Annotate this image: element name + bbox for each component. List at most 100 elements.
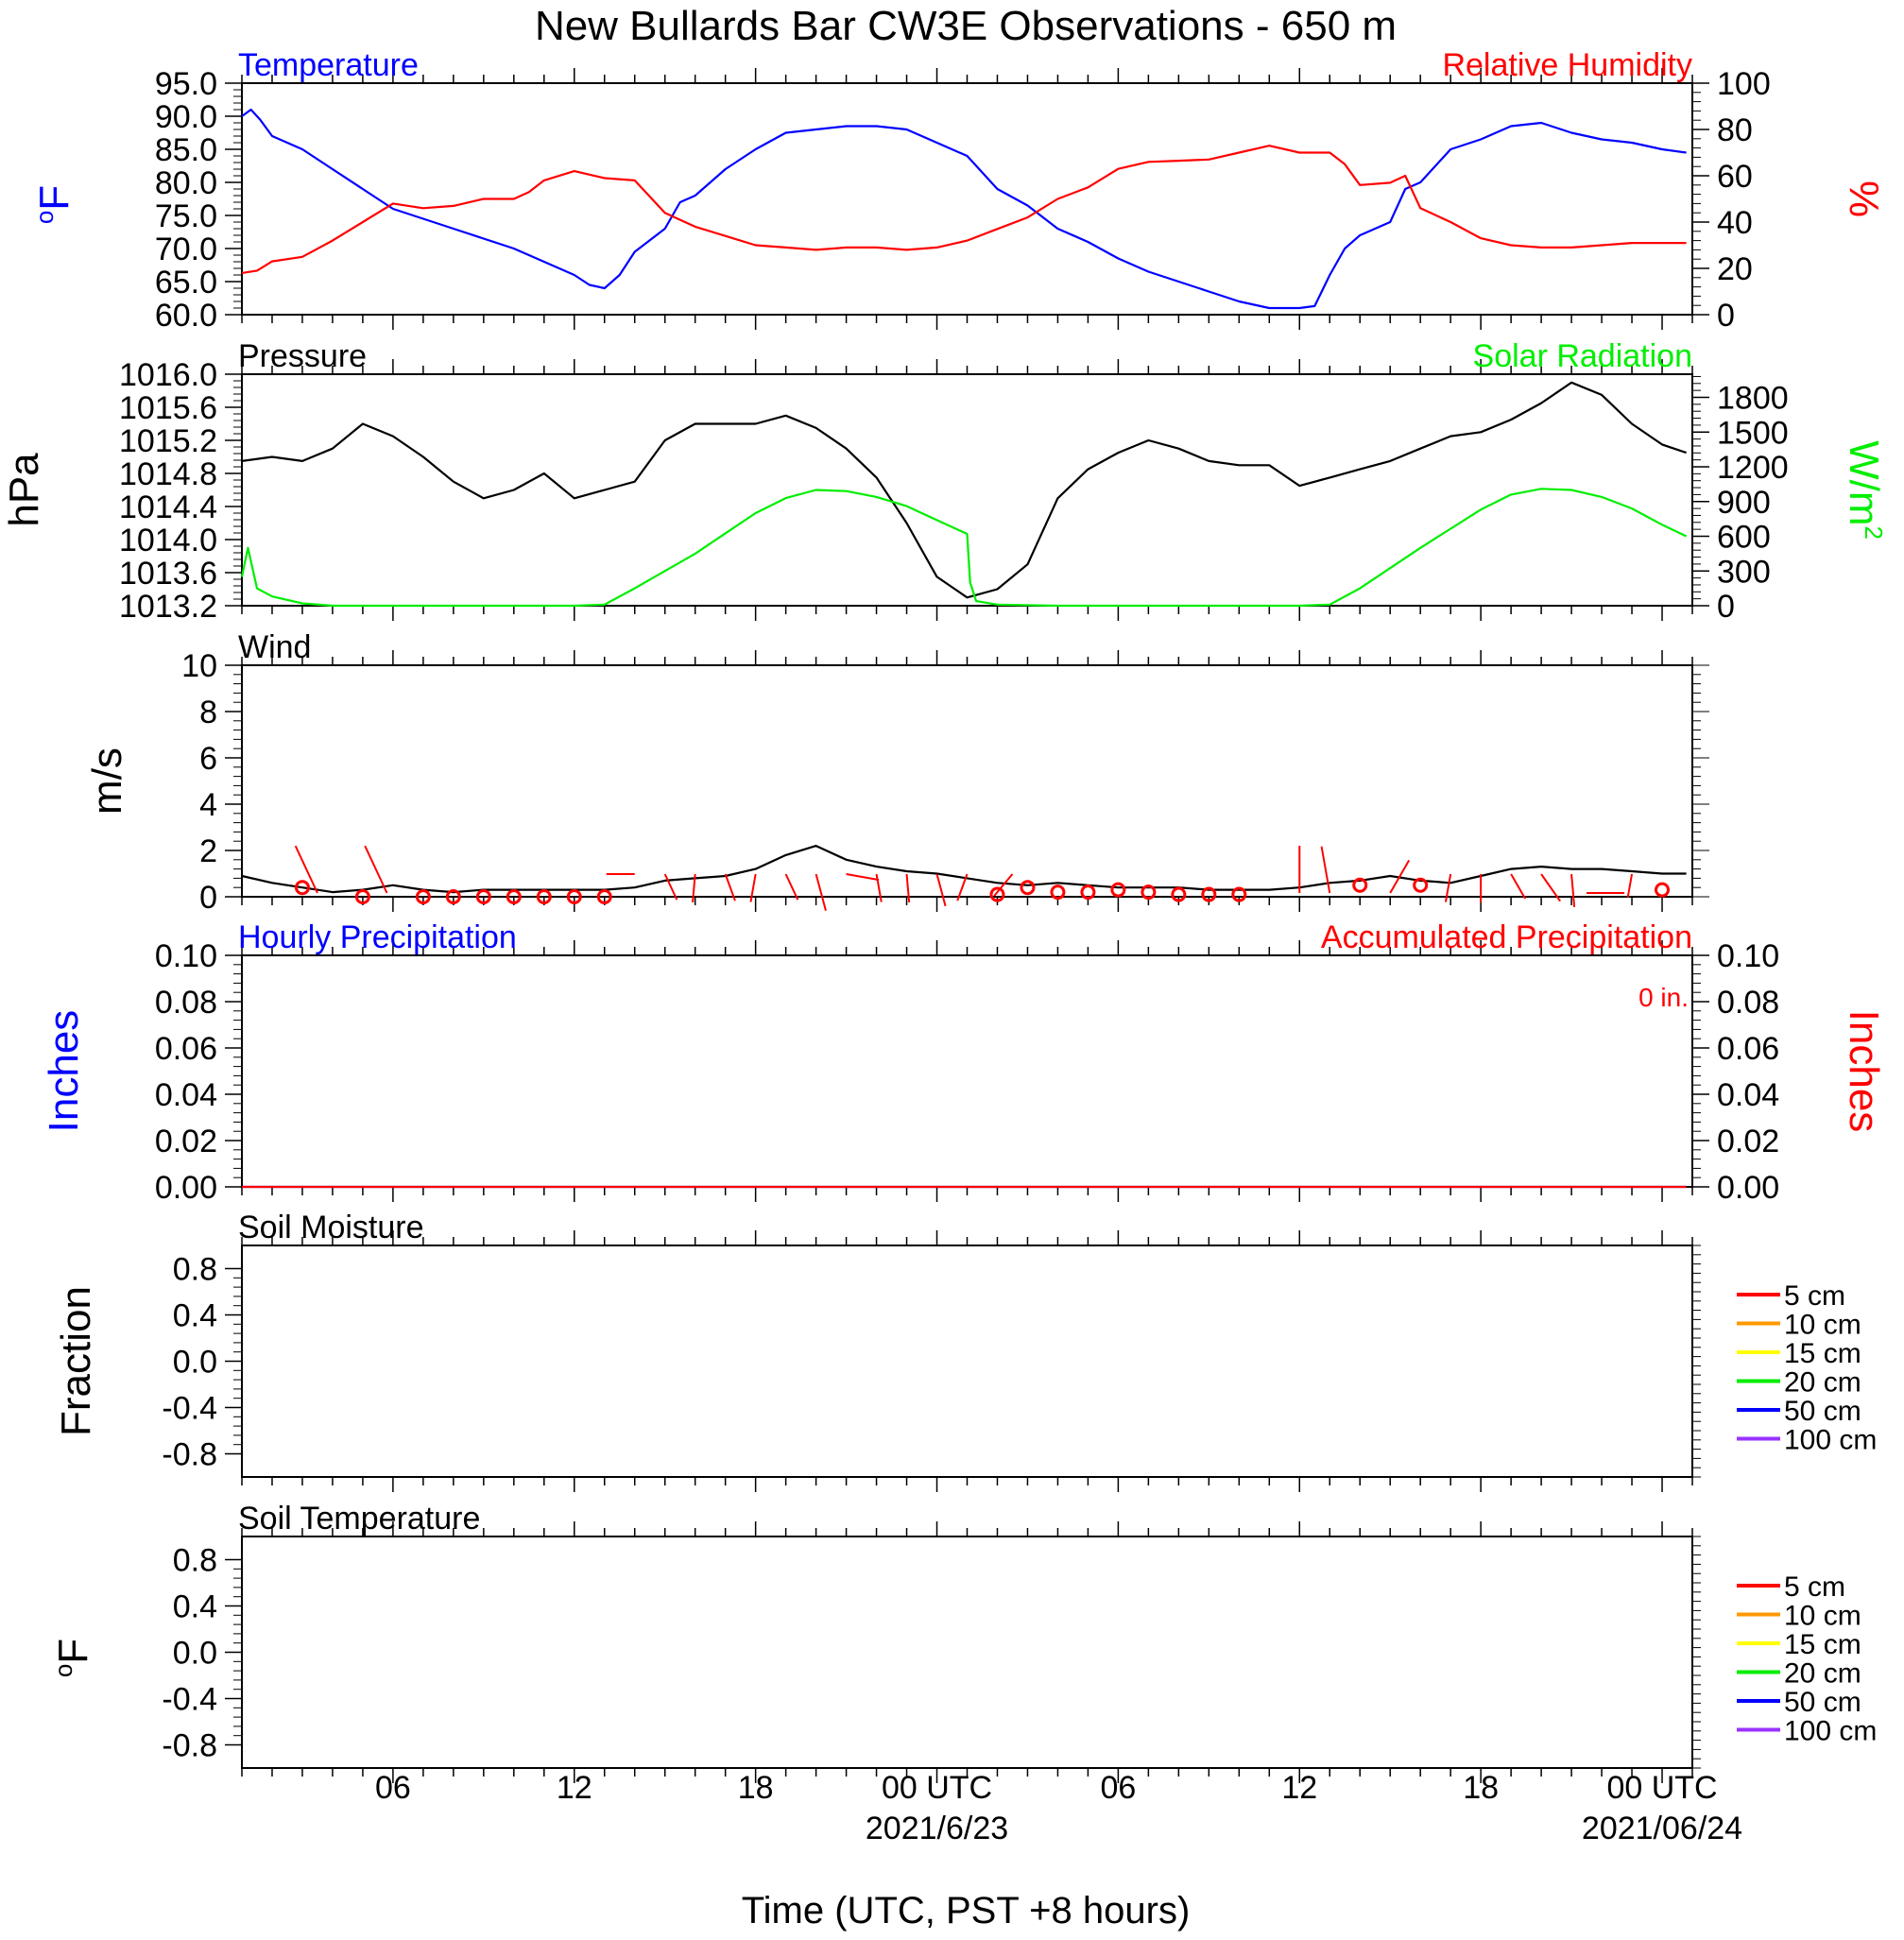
unit-wm: W/m (1841, 440, 1887, 525)
plot-frame (241, 1245, 1693, 1478)
panel-title-right: Accumulated Precipitation (1321, 919, 1692, 955)
calm-wind-circle (1110, 882, 1126, 898)
calm-wind-circle (1171, 886, 1187, 902)
panel-title-left: Temperature (238, 47, 419, 83)
wind-barb (935, 873, 947, 907)
y-axis-label-text: oF (49, 1639, 96, 1677)
series-relative-humidity (241, 145, 1687, 274)
x-tick-label: 18 (1463, 1770, 1499, 1806)
y-axis-label: hPa (1, 453, 47, 527)
x-tick-label: 12 (557, 1770, 592, 1806)
wind-barb (1540, 873, 1561, 902)
y2-tick-label: 0.06 (1717, 1031, 1779, 1067)
series-pressure (241, 381, 1687, 599)
wind-barb (1510, 873, 1526, 900)
y-tick-label: 0.06 (155, 1031, 217, 1067)
degree-symbol: o (49, 1664, 77, 1677)
y-tick-label: 8 (199, 695, 217, 730)
wind-barb (294, 845, 318, 894)
y-tick-label: 0.8 (173, 1543, 217, 1579)
chart-title: New Bullards Bar CW3E Observations - 650… (535, 3, 1397, 49)
y-tick-label: 65.0 (155, 265, 217, 300)
y-axis-label: oF (30, 185, 77, 224)
y-tick-label: 0.0 (173, 1345, 217, 1381)
legend-label: 20 cm (1784, 1658, 1861, 1690)
legend-label: 5 cm (1784, 1280, 1845, 1312)
legend-label: 15 cm (1784, 1338, 1861, 1369)
x-tick-label: 18 (738, 1770, 774, 1806)
panel-wind: 0 2 4 6 8 10 Wind m/s (84, 629, 1709, 916)
calm-wind-circle (1413, 877, 1429, 893)
wind-barb (1444, 873, 1452, 902)
y-tick-label: 85.0 (155, 132, 217, 168)
accumulated-total: 0 in. (1638, 983, 1689, 1012)
wind-barb (905, 873, 911, 902)
y-tick-label: 1014.4 (119, 489, 217, 525)
y2-tick-label: 60 (1717, 159, 1753, 195)
wind-barb (993, 873, 1014, 897)
y-tick-label: 1013.6 (119, 556, 217, 592)
panel-title-left: Wind (238, 629, 311, 665)
unit-letter: F (50, 1639, 96, 1664)
y2-tick-label: 80 (1717, 112, 1753, 148)
y-tick-label: 0.4 (173, 1298, 217, 1334)
calm-wind-circle (475, 889, 491, 904)
legend-label: 100 cm (1784, 1425, 1877, 1456)
x-tick-date: 2021/06/24 (1582, 1811, 1742, 1846)
panels: 60.065.070.075.080.085.090.095.002040608… (1, 47, 1888, 1783)
y-tick-label: 0.00 (155, 1170, 217, 1206)
y2-tick-label: 0 (1717, 589, 1735, 625)
y2-axis-label: % (1841, 180, 1887, 217)
y-axis-label: Inches (41, 1010, 87, 1133)
y-tick-label: 60.0 (155, 298, 217, 334)
wind-barb (724, 873, 736, 901)
panel-title-left: Soil Moisture (238, 1210, 424, 1245)
y-tick-label: -0.8 (162, 1437, 217, 1473)
y-axis-label: Fraction (53, 1286, 99, 1436)
y-axis-label: m/s (84, 747, 130, 815)
calm-wind-circle (354, 889, 370, 904)
plot-frame (241, 82, 1693, 316)
legend-label: 15 cm (1784, 1629, 1861, 1660)
x-tick-date: 2021/6/23 (866, 1811, 1008, 1846)
wind-barb (364, 845, 388, 894)
y2-tick-label: 20 (1717, 251, 1753, 287)
y2-tick-label: 300 (1717, 554, 1771, 590)
y-axis-label-text: oF (30, 185, 77, 224)
y2-tick-label: 40 (1717, 205, 1753, 241)
plot-frame (241, 954, 1693, 1188)
x-tick-label: 00 UTC (882, 1770, 992, 1806)
y2-tick-label: 1200 (1717, 450, 1789, 486)
degree-symbol: o (30, 211, 59, 224)
panel-soil_moisture: -0.8 -0.4 0.0 0.4 0.8 Soil Moisture Fraction 5 … (53, 1210, 1877, 1492)
y-tick-label: 6 (199, 741, 217, 777)
y-tick-label: 0.02 (155, 1124, 217, 1159)
y-tick-label: 0.8 (173, 1252, 217, 1288)
unit-letter: F (31, 185, 77, 211)
y2-tick-label: 0.08 (1717, 985, 1779, 1021)
plot-frame (241, 664, 1693, 898)
calm-wind-circle (536, 889, 552, 904)
wind-barb (1570, 873, 1576, 907)
x-tick-label: 06 (1100, 1770, 1136, 1806)
series-wind (241, 844, 1687, 894)
calm-wind-circle (989, 886, 1005, 902)
calm-wind-circle (506, 889, 522, 904)
y2-tick-label: 0.04 (1717, 1077, 1779, 1113)
panel-title-left: Hourly Precipitation (238, 919, 517, 955)
panel-pressure: 1013.21013.61014.01014.41014.81015.21015… (1, 338, 1888, 625)
wind-barb (875, 873, 883, 902)
wind-barb (663, 873, 678, 901)
y-tick-label: 0.10 (155, 938, 217, 974)
y-tick-label: -0.4 (162, 1391, 217, 1427)
y-tick-label: 1014.8 (119, 456, 217, 492)
calm-wind-circle (566, 889, 582, 904)
wind-barb (692, 873, 696, 902)
y-tick-label: 90.0 (155, 99, 217, 135)
calm-wind-circle (1352, 877, 1368, 893)
wind-barb (1626, 873, 1634, 898)
unit-superscript: 2 (1860, 525, 1888, 539)
calm-wind-circle (445, 889, 461, 904)
